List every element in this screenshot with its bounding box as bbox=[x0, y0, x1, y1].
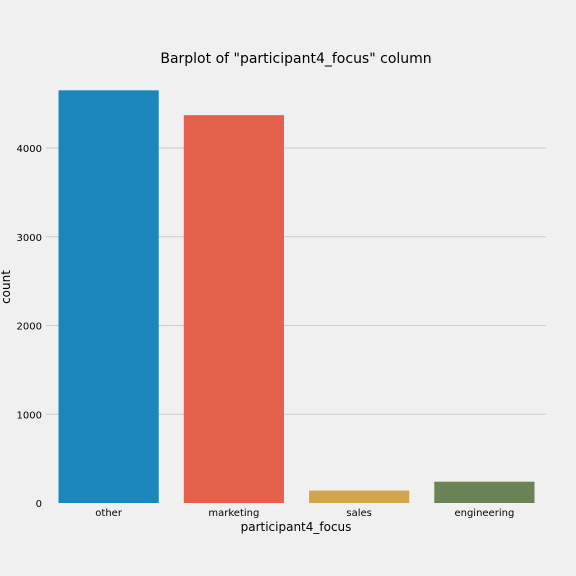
y-tick-label: 3000 bbox=[17, 233, 42, 244]
bars-layer bbox=[58, 90, 535, 503]
x-tick-label-other: other bbox=[95, 508, 123, 519]
x-tick-label-engineering: engineering bbox=[454, 508, 514, 519]
x-tick-label-marketing: marketing bbox=[208, 508, 259, 519]
bar-marketing bbox=[183, 115, 284, 503]
y-tick-label: 2000 bbox=[17, 322, 42, 333]
chart-title: Barplot of "participant4_focus" column bbox=[160, 51, 431, 67]
x-axis-ticks: other marketing sales engineering bbox=[95, 508, 514, 519]
y-axis-ticks: 0 1000 2000 3000 4000 bbox=[17, 144, 42, 510]
bar-other bbox=[58, 90, 159, 503]
y-tick-label: 4000 bbox=[17, 144, 42, 155]
y-tick-label: 1000 bbox=[17, 410, 42, 421]
bar-sales bbox=[309, 490, 410, 503]
x-axis-label: participant4_focus bbox=[241, 520, 352, 534]
y-axis-label: count bbox=[0, 270, 13, 304]
x-tick-label-sales: sales bbox=[346, 508, 371, 519]
y-tick-label: 0 bbox=[36, 499, 42, 510]
bar-engineering bbox=[434, 481, 535, 503]
